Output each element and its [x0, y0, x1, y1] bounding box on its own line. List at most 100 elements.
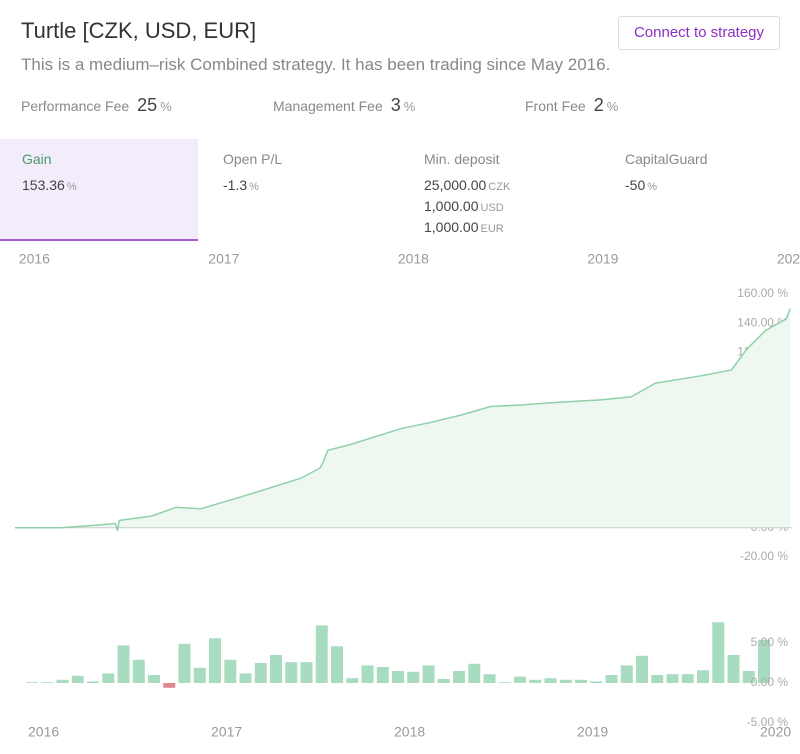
bar — [483, 674, 496, 683]
stat-line: 25,000.00 CZK — [424, 176, 600, 197]
y-tick-label: 160.00 % — [737, 286, 788, 300]
bar — [514, 676, 527, 683]
fee-value: 2 — [593, 95, 604, 115]
x-tick-label: 2018 — [398, 251, 429, 267]
bar — [132, 659, 145, 683]
stat-line: -1.3% — [223, 176, 399, 197]
bar — [239, 673, 252, 683]
stat-label: Open P/L — [223, 151, 283, 167]
stat-unit: % — [249, 181, 259, 193]
y-tick-label: -5.00 % — [747, 715, 789, 729]
bar — [666, 674, 679, 683]
bar — [193, 667, 206, 683]
area-fill — [15, 308, 791, 531]
x-tick-label: 2016 — [28, 724, 59, 740]
stat-tab[interactable]: CapitalGuard -50% — [603, 139, 800, 241]
x-tick-label: 2019 — [587, 251, 618, 267]
fee-label: Management Fee — [273, 98, 383, 114]
stat-line: 1,000.00 EUR — [424, 218, 600, 239]
bar — [559, 679, 572, 683]
bar — [544, 678, 557, 683]
bar — [498, 682, 511, 683]
stat-line: 153.36% — [22, 176, 198, 197]
fee-unit: % — [606, 99, 619, 114]
x-tick-label: 2016 — [19, 251, 50, 267]
stat-unit: % — [647, 181, 658, 193]
stat-value: 153.36 — [22, 177, 65, 193]
bar — [315, 625, 328, 683]
stat-label: Gain — [22, 151, 52, 167]
fee-unit: % — [160, 99, 172, 114]
monthly-chart: 2016 2017 2018 2019 2020-5.00 % 0.00 % 5.00 % — [26, 622, 791, 740]
stat-tab[interactable]: Min. deposit 25,000.00 CZK 1,000.00 USD 1,000… — [402, 139, 600, 241]
x-tick-label: 2017 — [211, 724, 242, 740]
stat-tab[interactable]: Open P/L -1.3% — [201, 139, 399, 241]
bar — [346, 678, 359, 683]
stat-label: Min. deposit — [424, 151, 500, 167]
bar — [590, 681, 603, 683]
bar — [41, 682, 54, 683]
bar — [270, 655, 283, 683]
bar — [285, 662, 298, 683]
subtitle: This is a medium–risk Combined strategy.… — [21, 55, 611, 74]
bar — [26, 682, 39, 683]
bar — [407, 671, 420, 683]
x-tick-label: 2019 — [577, 724, 608, 740]
bar — [468, 663, 481, 683]
bar — [712, 622, 725, 683]
stat-tab[interactable]: Gain 153.36% — [0, 139, 198, 241]
stat-values: -50% — [625, 176, 800, 197]
bar — [758, 639, 771, 683]
connect-button[interactable]: Connect to strategy — [618, 16, 780, 50]
bar — [437, 679, 450, 683]
stat-value: -1.3 — [223, 177, 248, 193]
bar — [102, 673, 115, 683]
bar — [697, 670, 710, 683]
fee-value: 3 — [390, 95, 401, 115]
fee-label: Performance Fee — [21, 98, 130, 114]
y-tick-label: 5.00 % — [751, 635, 789, 649]
bar — [727, 655, 740, 683]
stat-unit: EUR — [480, 223, 504, 235]
stat-unit: % — [66, 181, 77, 193]
bar — [117, 645, 130, 683]
bar — [224, 659, 237, 683]
bar — [529, 679, 542, 683]
fee: Front Fee 2% — [525, 95, 618, 116]
x-tick-label: 2018 — [394, 724, 425, 740]
stat-line: 1,000.00 USD — [424, 197, 600, 218]
bar — [422, 665, 435, 683]
bar — [71, 675, 84, 683]
bar — [163, 683, 176, 688]
bar — [56, 679, 69, 683]
bar — [636, 655, 649, 683]
bar — [453, 671, 466, 683]
bar — [209, 638, 222, 683]
y-tick-label: 0.00 % — [751, 675, 789, 689]
stat-value: 1,000.00 — [424, 198, 479, 214]
bar — [681, 674, 694, 683]
bar — [361, 665, 374, 683]
bar — [392, 671, 405, 683]
bar — [148, 675, 161, 683]
stat-values: 25,000.00 CZK 1,000.00 USD 1,000.00 EUR — [424, 176, 600, 239]
bar — [742, 671, 755, 683]
stat-value: -50 — [625, 177, 646, 193]
bar — [575, 679, 588, 683]
gain-line — [15, 308, 791, 531]
fee-label: Front Fee — [525, 98, 586, 114]
stat-unit: USD — [480, 202, 504, 214]
stat-label: CapitalGuard — [625, 151, 708, 167]
bar — [300, 662, 313, 683]
x-tick-label: 2020 — [760, 724, 791, 740]
bar — [620, 665, 633, 683]
stat-values: 153.36% — [22, 176, 198, 197]
y-tick-label: -20.00 % — [740, 549, 788, 563]
bar — [254, 663, 267, 683]
stat-value: 1,000.00 — [424, 219, 479, 235]
x-tick-label: 2020 — [777, 251, 800, 267]
fee-unit: % — [403, 99, 416, 114]
bar — [651, 675, 664, 683]
